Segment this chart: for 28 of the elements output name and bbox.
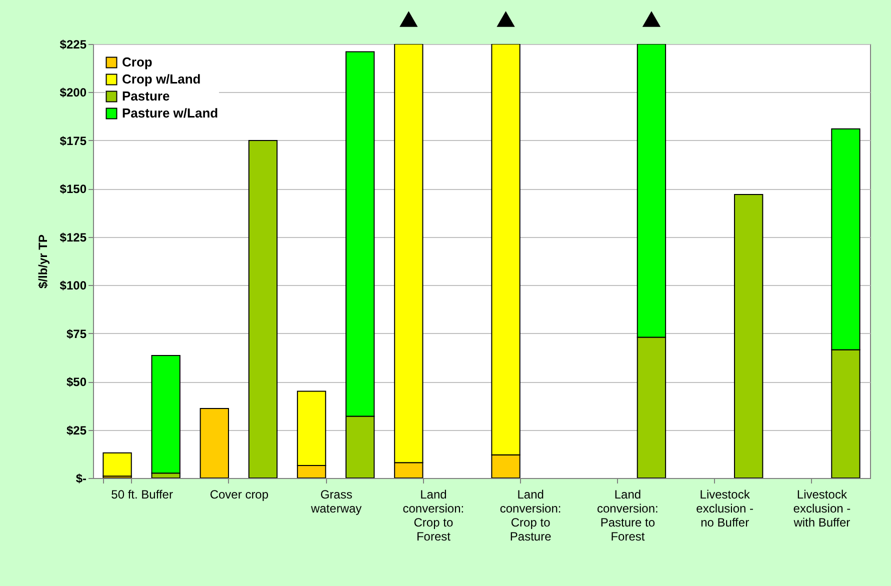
bar [151,355,180,474]
bar [200,408,229,478]
y-tick-label: $200 [60,86,87,100]
x-tick-label: Grass waterway [310,488,362,516]
y-tick-label: $25 [66,423,87,438]
y-tick-label: $175 [60,134,87,148]
y-tick-label: $150 [60,182,87,196]
y-tick-label: $100 [60,278,87,293]
x-tick-label: Livestock exclusion - with Buffer [792,488,851,530]
x-tick-label: Cover crop [210,488,269,502]
legend-label: Crop [122,54,152,70]
y-tick-label: $- [76,472,86,486]
legend-label: Crop w/Land [122,72,201,86]
legend-label: Pasture w/Land [122,106,218,120]
y-axis-title: $/lb/yr TP [36,234,50,289]
x-tick-label: 50 ft. Buffer [111,488,173,502]
bar [734,194,764,478]
bar [248,140,278,478]
y-tick-label: $225 [60,38,87,52]
legend-label: Pasture [122,88,170,104]
y-tick-label: $125 [60,230,87,244]
bar [102,452,132,477]
y-tick-label: $50 [66,375,87,390]
x-tick-label: Land conversion: Crop to Pasture [500,488,562,544]
x-tick-label: Land conversion: Crop to Forest [402,488,464,544]
x-tick-label: Livestock exclusion - no Buffer [696,488,754,530]
x-tick-label: Land conversion: Pasture to Forest [597,488,658,544]
y-tick-label: $75 [66,326,87,341]
